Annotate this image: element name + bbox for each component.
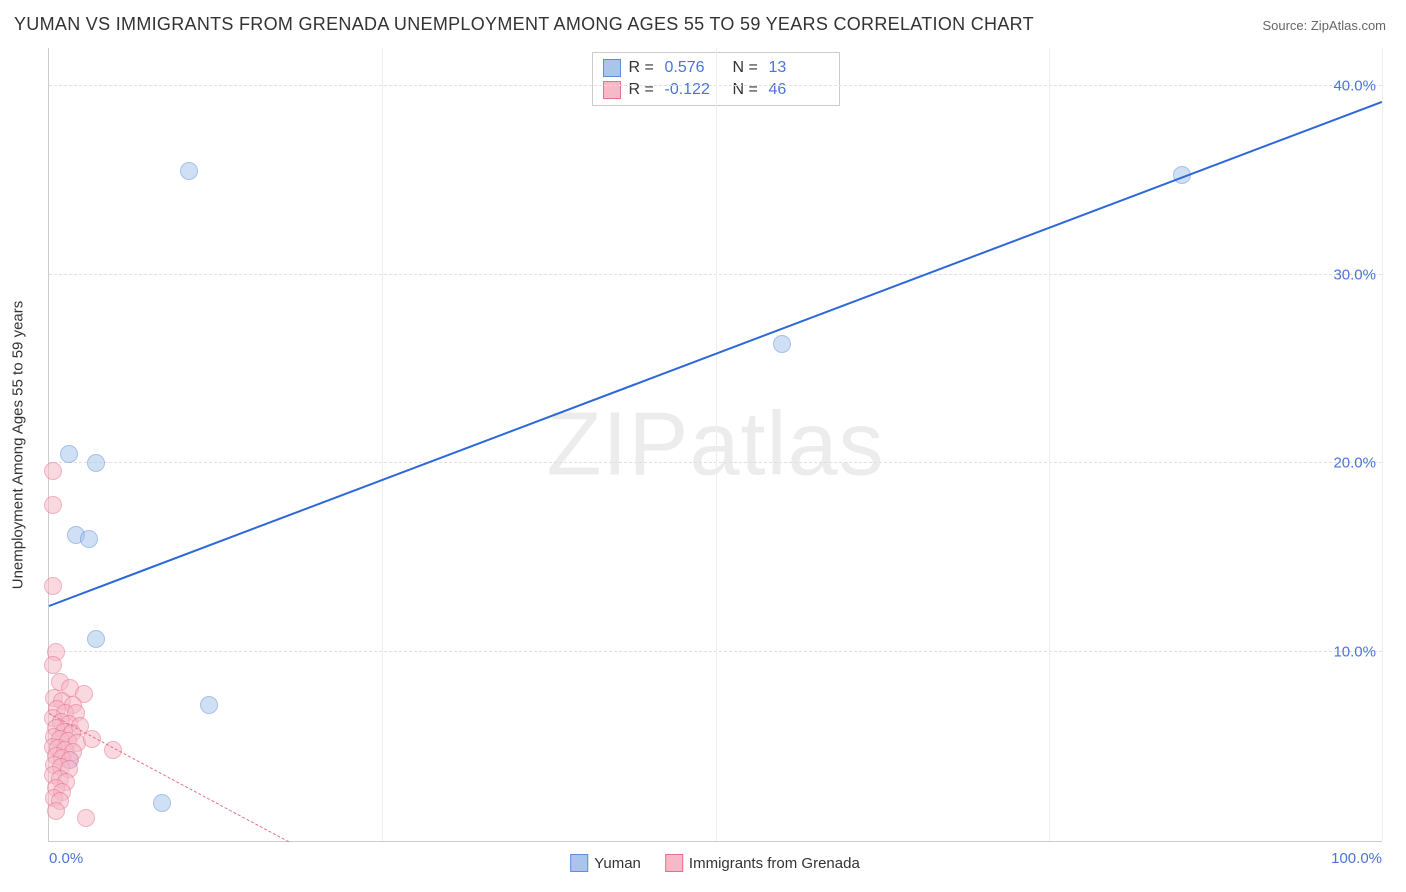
data-point bbox=[77, 809, 95, 827]
data-point bbox=[60, 445, 78, 463]
y-tick-label: 30.0% bbox=[1333, 266, 1376, 283]
y-tick-label: 20.0% bbox=[1333, 455, 1376, 472]
legend-n-label: N = bbox=[733, 59, 761, 77]
data-point bbox=[87, 454, 105, 472]
data-point bbox=[180, 162, 198, 180]
chart-title: YUMAN VS IMMIGRANTS FROM GRENADA UNEMPLO… bbox=[14, 14, 1034, 35]
source-attribution: Source: ZipAtlas.com bbox=[1262, 18, 1386, 33]
data-point bbox=[47, 802, 65, 820]
y-axis-label: Unemployment Among Ages 55 to 59 years bbox=[10, 301, 27, 590]
data-point bbox=[80, 530, 98, 548]
legend-series-item: Immigrants from Grenada bbox=[665, 854, 860, 872]
gridline-vertical bbox=[382, 48, 383, 841]
legend-series-item: Yuman bbox=[570, 854, 641, 872]
legend-n-value: 13 bbox=[769, 59, 829, 77]
data-point bbox=[773, 335, 791, 353]
legend-series-label: Yuman bbox=[594, 855, 641, 872]
legend-series-label: Immigrants from Grenada bbox=[689, 855, 860, 872]
legend-swatch bbox=[603, 59, 621, 77]
data-point bbox=[44, 496, 62, 514]
legend-swatch bbox=[570, 854, 588, 872]
legend-series: Yuman Immigrants from Grenada bbox=[570, 854, 860, 872]
data-point bbox=[153, 794, 171, 812]
legend-swatch bbox=[603, 81, 621, 99]
chart-area: Unemployment Among Ages 55 to 59 years Z… bbox=[48, 48, 1382, 842]
data-point bbox=[44, 462, 62, 480]
legend-n-label: N = bbox=[733, 81, 761, 99]
data-point bbox=[44, 656, 62, 674]
x-tick-label: 100.0% bbox=[1331, 850, 1382, 867]
y-tick-label: 40.0% bbox=[1333, 77, 1376, 94]
data-point bbox=[87, 630, 105, 648]
data-point bbox=[44, 577, 62, 595]
legend-r-label: R = bbox=[629, 81, 657, 99]
legend-r-label: R = bbox=[629, 59, 657, 77]
legend-n-value: 46 bbox=[769, 81, 829, 99]
x-tick-label: 0.0% bbox=[49, 850, 83, 867]
legend-swatch bbox=[665, 854, 683, 872]
plot-box: ZIPatlas R =0.576N =13R =-0.122N =46 10.… bbox=[48, 48, 1382, 842]
gridline-vertical bbox=[716, 48, 717, 841]
data-point bbox=[200, 696, 218, 714]
gridline-vertical bbox=[1049, 48, 1050, 841]
gridline-vertical bbox=[1382, 48, 1383, 841]
y-tick-label: 10.0% bbox=[1333, 644, 1376, 661]
